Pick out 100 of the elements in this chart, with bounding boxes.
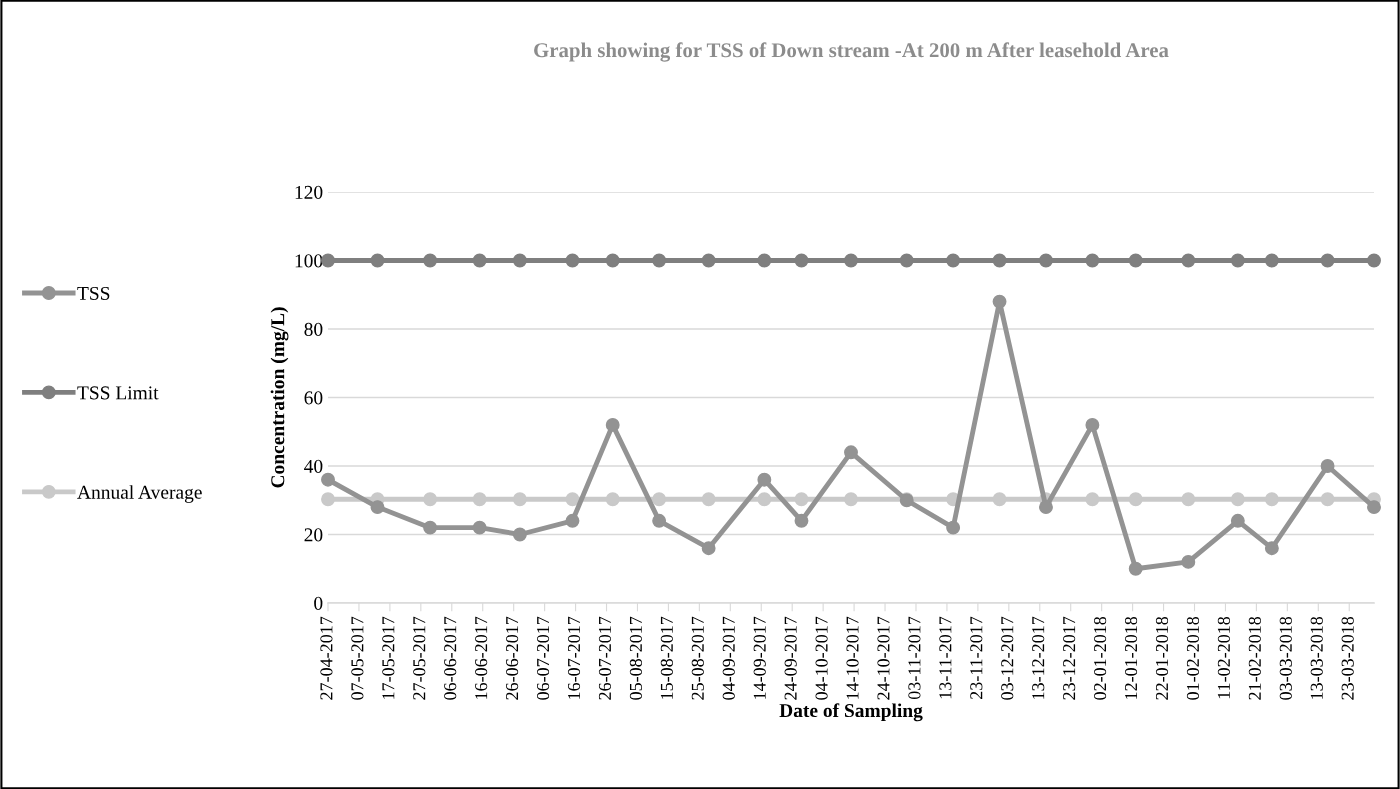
point [1085, 253, 1100, 268]
point [1039, 253, 1053, 268]
x-tick-label: 05-08-2017 [629, 616, 642, 700]
point [757, 492, 772, 507]
point [1085, 492, 1100, 507]
x-tick-label: 06-07-2017 [536, 616, 550, 700]
point [605, 417, 620, 432]
point [423, 253, 438, 268]
y-tick-label: 120 [295, 185, 323, 199]
x-tick-label: 27-05-2017 [413, 616, 426, 700]
point [605, 492, 620, 507]
point [701, 492, 716, 507]
point [1367, 253, 1381, 268]
point [1128, 253, 1143, 268]
x-tick-label: 14-10-2017 [846, 616, 859, 699]
point [1367, 500, 1381, 515]
point [946, 253, 961, 268]
point [652, 253, 667, 268]
point [1128, 492, 1143, 507]
point [565, 513, 580, 528]
x-tick-label: 17-05-2017 [382, 616, 395, 699]
x-tick-label: 25-08-2017 [691, 616, 704, 700]
x-tick-label: 16-07-2017 [567, 616, 581, 699]
point [1320, 253, 1335, 268]
point [992, 294, 1007, 309]
point [1320, 459, 1335, 473]
point [757, 253, 772, 268]
point [1264, 253, 1279, 268]
y-tick-label: 100 [295, 254, 323, 268]
point [321, 472, 335, 487]
x-tick-label: 22-01-2018 [1155, 616, 1169, 700]
point [992, 253, 1007, 268]
point [1181, 554, 1196, 569]
point [992, 492, 1007, 507]
point [1128, 561, 1143, 576]
x-tick-label: 13-12-2017 [1032, 616, 1045, 699]
x-tick-label: 24-09-2017 [784, 616, 797, 700]
x-tick-label: 23-12-2017 [1063, 616, 1076, 700]
x-axis-title: Date of Sampling [779, 703, 923, 722]
point [757, 472, 772, 487]
point [652, 492, 667, 507]
x-tick-label: 06-06-2017 [444, 616, 457, 700]
point [565, 253, 580, 268]
point [512, 527, 527, 542]
point [652, 513, 667, 528]
point [1181, 253, 1196, 268]
x-tick-label: 11-02-2018 [1217, 616, 1230, 699]
x-tick-label: 07-05-2017 [351, 616, 364, 700]
point [1230, 253, 1245, 268]
point [1230, 513, 1245, 528]
point [844, 492, 858, 507]
point [321, 253, 335, 268]
point [701, 253, 716, 268]
x-tick-label: 15-08-2017 [660, 616, 673, 699]
y-tick-label: 0 [314, 596, 323, 610]
y-tick-label: 20 [304, 528, 323, 542]
point [844, 445, 858, 460]
x-tick-label: 14-09-2017 [753, 616, 766, 699]
x-tick-label: 03-11-2017 [908, 616, 921, 700]
point [794, 492, 809, 507]
point [1181, 492, 1196, 507]
point [370, 500, 385, 515]
point [565, 492, 580, 507]
point [423, 520, 438, 535]
point [1320, 492, 1335, 507]
x-tick-label: 12-01-2018 [1124, 616, 1138, 699]
x-tick-label: 13-11-2017 [939, 616, 952, 699]
point [512, 253, 527, 268]
point [472, 492, 487, 507]
point [1230, 492, 1245, 507]
x-tick-label: 27-04-2017 [320, 616, 333, 700]
point [321, 492, 335, 507]
point [794, 253, 809, 268]
x-tick-label: 04-09-2017 [722, 616, 735, 700]
x-tick-label: 01-02-2018 [1186, 616, 1200, 700]
y-tick-label: 60 [304, 391, 323, 405]
point [701, 541, 716, 556]
x-tick-label: 03-12-2017 [1001, 616, 1014, 700]
x-tick-label: 23-11-2017 [970, 616, 983, 699]
point [1264, 541, 1279, 556]
point [423, 492, 438, 507]
legend-label: TSS [77, 286, 110, 300]
x-tick-label: 03-03-2018 [1279, 616, 1292, 700]
y-tick-label: 40 [304, 459, 323, 473]
x-tick-label: 21-02-2018 [1248, 616, 1261, 700]
x-tick-label: 13-03-2018 [1310, 616, 1323, 699]
point [844, 253, 858, 268]
chart-title: Graph showing for TSS of Down stream -At 200 m After leasehold Area [534, 42, 1169, 62]
y-tick-label: 80 [304, 322, 323, 336]
point [605, 253, 620, 268]
point [1085, 417, 1100, 432]
x-tick-label: 02-01-2018 [1094, 616, 1107, 700]
legend-label: Annual Average [77, 485, 202, 503]
x-tick-label: 04-10-2017 [815, 616, 828, 700]
x-tick-label: 26-06-2017 [506, 616, 519, 700]
y-axis-title: Concentration (mg/L) [270, 307, 289, 488]
point [1264, 492, 1279, 507]
x-tick-label: 24-10-2017 [877, 616, 890, 700]
x-tick-label: 26-07-2017 [598, 616, 612, 700]
legend-label: TSS Limit [77, 386, 159, 400]
